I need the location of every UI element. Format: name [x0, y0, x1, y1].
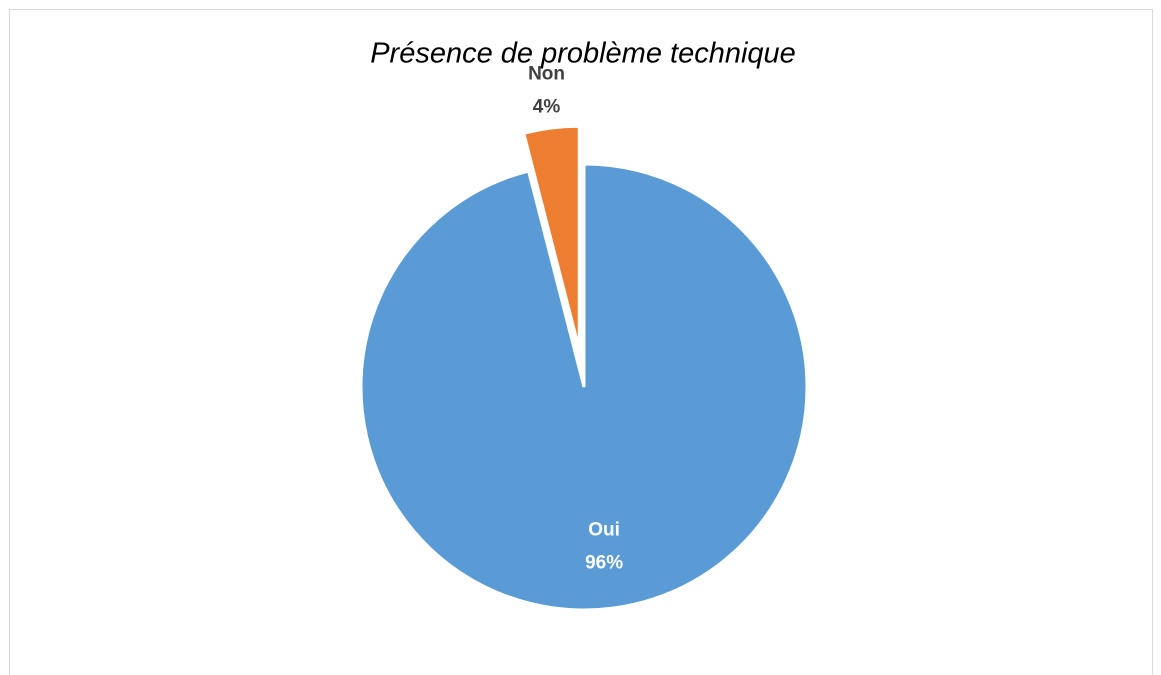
pie-slice: [521, 124, 581, 350]
slice-value-label: 4%: [533, 96, 561, 117]
chart-title: Présence de problème technique: [370, 38, 796, 70]
slice-category-label: Oui: [588, 519, 620, 540]
pie-slice: [359, 162, 809, 612]
slice-value-label: 96%: [585, 552, 623, 573]
chart-frame: [9, 9, 1153, 675]
slice-category-label: Non: [528, 63, 565, 84]
